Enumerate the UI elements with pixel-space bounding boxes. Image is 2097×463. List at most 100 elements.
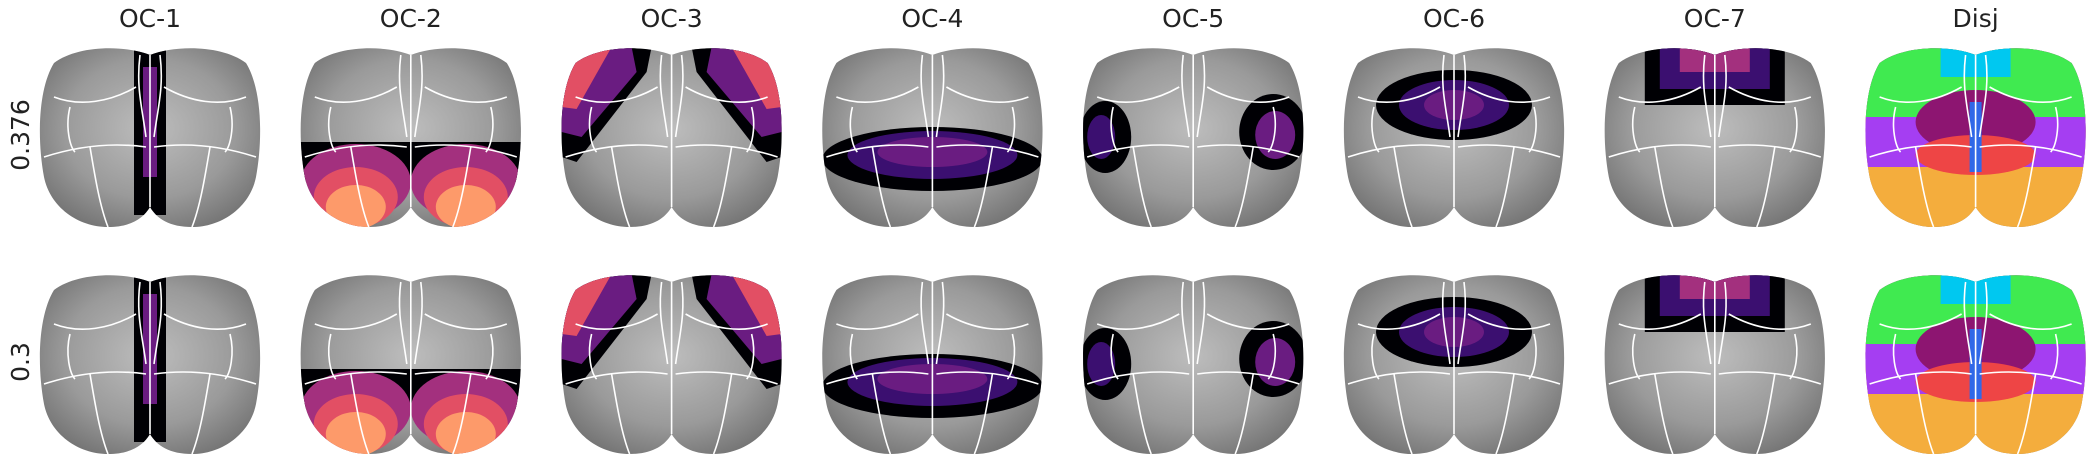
- area-border: [2049, 106, 2059, 153]
- area-border: [1963, 54, 1973, 138]
- region: [1087, 115, 1116, 159]
- area-border: [452, 146, 472, 228]
- area-border: [836, 313, 919, 330]
- area-border: [1267, 333, 1277, 380]
- column-title: OC-3: [641, 4, 703, 33]
- area-border: [1892, 333, 1902, 380]
- area-border: [1654, 373, 1674, 455]
- area-border: [2049, 333, 2059, 380]
- brain-panel: [822, 48, 1043, 228]
- area-border: [350, 373, 370, 455]
- column-title: OC-2: [380, 4, 442, 33]
- area-border: [1718, 281, 1727, 365]
- area-border: [1096, 86, 1180, 103]
- area-border: [1702, 281, 1712, 365]
- area-border: [1979, 371, 2082, 385]
- area-border: [871, 146, 892, 228]
- area-border: [1608, 144, 1711, 158]
- area-border: [826, 371, 929, 385]
- area-border: [485, 106, 494, 153]
- row-label: 0.376: [6, 99, 35, 171]
- area-border: [314, 313, 398, 330]
- area-border: [304, 371, 407, 385]
- area-border: [1728, 313, 1812, 330]
- area-border: [659, 281, 669, 365]
- brain-panel: [1343, 48, 1565, 228]
- area-border: [1006, 106, 1016, 153]
- area-border: [1441, 54, 1451, 138]
- area-border: [327, 333, 337, 380]
- area-border: [1357, 313, 1441, 330]
- area-border: [191, 373, 211, 455]
- area-border: [1718, 54, 1727, 138]
- area-border: [1181, 281, 1190, 365]
- region: [325, 185, 386, 228]
- area-border: [588, 333, 598, 380]
- area-border: [610, 373, 631, 455]
- area-border: [137, 281, 147, 365]
- area-border: [67, 333, 76, 380]
- area-border: [745, 106, 755, 153]
- area-border: [1110, 106, 1119, 153]
- area-border: [1393, 146, 1413, 228]
- brain-panel: [39, 275, 261, 455]
- area-border: [1654, 146, 1674, 228]
- area-border: [1181, 54, 1190, 138]
- area-border: [1110, 333, 1119, 380]
- area-border: [350, 146, 370, 228]
- area-border: [1631, 106, 1641, 153]
- area-border: [1989, 313, 2072, 330]
- area-border: [1756, 146, 1776, 228]
- area-border: [946, 86, 1029, 103]
- area-border: [153, 371, 257, 385]
- area-border: [936, 371, 1039, 385]
- overlay: [1083, 321, 1304, 400]
- column-title: OC-6: [1423, 4, 1485, 33]
- area-border: [1728, 86, 1812, 103]
- area-border: [685, 313, 768, 330]
- area-border: [1979, 144, 2082, 158]
- area-border: [575, 313, 658, 330]
- area-border: [1789, 106, 1798, 153]
- area-border: [314, 86, 398, 103]
- area-border: [424, 86, 508, 103]
- area-border: [973, 146, 994, 228]
- area-border: [414, 281, 423, 365]
- area-border: [1869, 371, 1972, 385]
- area-border: [871, 373, 892, 455]
- area-border: [224, 106, 233, 153]
- area-border: [973, 373, 994, 455]
- area-border: [1457, 281, 1467, 365]
- area-border: [1789, 333, 1798, 380]
- area-border: [137, 54, 147, 138]
- area-border: [1879, 313, 1962, 330]
- area-border: [675, 371, 778, 385]
- area-border: [89, 373, 109, 455]
- area-border: [1495, 373, 1515, 455]
- area-border: [826, 144, 929, 158]
- area-border: [935, 281, 945, 365]
- area-border: [1618, 313, 1702, 330]
- area-border: [1869, 144, 1972, 158]
- column-title: OC-7: [1684, 4, 1746, 33]
- area-border: [1978, 281, 1988, 365]
- area-border: [575, 86, 658, 103]
- area-border: [659, 54, 669, 138]
- area-border: [1756, 373, 1776, 455]
- region: [1087, 342, 1116, 386]
- area-border: [920, 281, 930, 365]
- area-border: [452, 373, 472, 455]
- area-border: [1086, 144, 1190, 158]
- area-border: [1718, 144, 1822, 158]
- area-border: [588, 106, 598, 153]
- area-border: [1197, 371, 1300, 385]
- row-label: 0.3: [6, 342, 35, 382]
- area-border: [163, 313, 247, 330]
- area-border: [1978, 54, 1988, 138]
- area-border: [1197, 144, 1300, 158]
- area-border: [1006, 333, 1016, 380]
- brain-panel: [1604, 275, 1825, 455]
- area-border: [1467, 313, 1551, 330]
- area-border: [398, 54, 408, 138]
